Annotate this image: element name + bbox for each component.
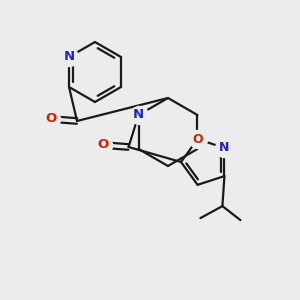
Text: N: N: [133, 109, 144, 122]
Text: N: N: [219, 141, 230, 154]
Text: N: N: [64, 50, 75, 64]
Text: O: O: [97, 139, 108, 152]
Text: O: O: [45, 112, 57, 125]
Text: O: O: [192, 133, 203, 146]
